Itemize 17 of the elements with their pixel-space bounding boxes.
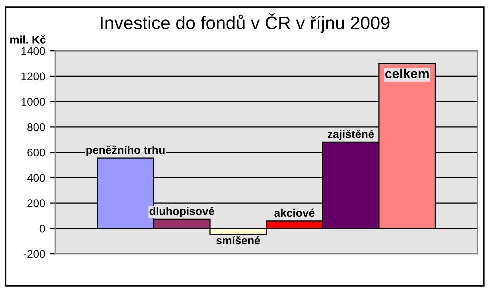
y-tick-label: 200 — [28, 200, 46, 208]
y-tick-label: 0 — [40, 224, 46, 233]
y-tick-label: -200 — [24, 250, 46, 258]
series-label: dluhopisové — [150, 207, 214, 218]
series-label: akciové — [274, 208, 315, 218]
chart-title: Investice do fondů v ČR v říjnu 2009 — [101, 14, 390, 34]
y-tick-label: 1000 — [22, 98, 46, 106]
series-label: zajištěné — [328, 130, 374, 141]
y-axis-title: mil. Kč — [10, 35, 46, 44]
y-tick-label: 800 — [28, 123, 46, 132]
series-label: peněžního trhu — [86, 146, 165, 156]
y-tick-label: 1200 — [22, 72, 46, 81]
y-tick-label: 1400 — [22, 47, 46, 56]
y-tick-label: 400 — [27, 174, 46, 182]
y-tick-label: 600 — [28, 148, 46, 157]
series-label: celkem — [385, 68, 429, 79]
series-label: smíšené — [216, 236, 260, 245]
